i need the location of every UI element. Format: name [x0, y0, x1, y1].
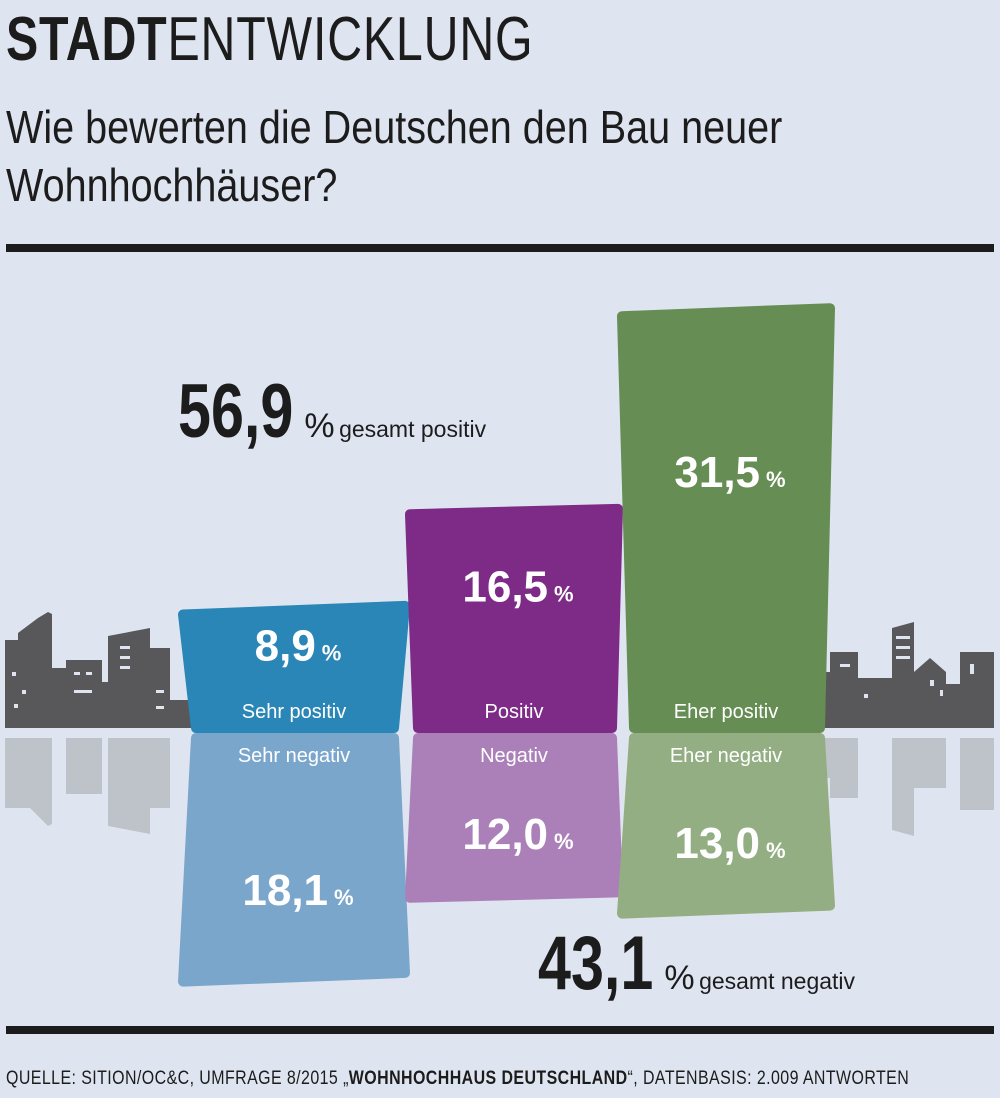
- skyline-left-icon: [5, 612, 205, 728]
- total-negative-unit: %: [664, 959, 695, 997]
- skyline-left-windows: [12, 646, 164, 709]
- bottom-rule: [6, 1026, 994, 1034]
- total-negative-value: 43,1: [538, 921, 654, 1006]
- bar-value-3-positive: 31,5%: [674, 448, 785, 497]
- bar-positiv: [405, 503, 623, 733]
- total-negative: 43,1 % gesamt negativ: [538, 920, 855, 1007]
- bar-value-3-negative: 13,0%: [674, 819, 785, 868]
- kicker-light: ENTWICKLUNG: [167, 5, 534, 74]
- bar-value-2-negative: 12,0%: [462, 810, 573, 859]
- bar-negativ: [405, 733, 623, 903]
- bar-label-3-negative: Eher negativ: [670, 745, 782, 767]
- kicker-bold: STADT: [6, 5, 168, 74]
- source-note: QUELLE: SITION/OC&C, UMFRAGE 8/2015 „WOH…: [6, 1068, 909, 1090]
- bar-sehr-positiv: [178, 600, 410, 733]
- kicker: STADTENTWICKLUNG: [6, 2, 533, 78]
- total-positive-value: 56,9: [178, 369, 294, 454]
- bar-label-2-positive: Positiv: [485, 701, 544, 723]
- total-negative-label: gesamt negativ: [699, 968, 856, 994]
- bar-value-2-positive: 16,5%: [462, 563, 573, 612]
- top-rule: [6, 244, 994, 252]
- bar-sehr-negativ: [178, 733, 410, 987]
- skyline-right-windows: [840, 636, 974, 698]
- bar-eher-positiv: [617, 303, 835, 733]
- bar-label-3-positive: Eher positiv: [674, 701, 779, 723]
- page-title: Wie bewerten die Deutschen den Bau neuer…: [6, 101, 783, 211]
- bar-label-2-negative: Negativ: [480, 745, 548, 767]
- total-positive-unit: %: [304, 407, 335, 445]
- source-suffix: “, DATENBASIS: 2.009 ANTWORTEN: [627, 1068, 910, 1089]
- bars: Sehr positiv 8,9 % Sehr negativ 18,1 % Positiv…: [178, 303, 835, 987]
- bar-label-1-negative: Sehr negativ: [238, 745, 350, 767]
- total-positive: 56,9 % gesamt positiv: [178, 368, 486, 455]
- bar-value-1-positive: 8,9%: [255, 622, 342, 671]
- bar-eher-negativ: [617, 733, 835, 919]
- total-positive-label: gesamt positiv: [339, 416, 487, 442]
- source-prefix: QUELLE: SITION/OC&C, UMFRAGE 8/2015 „: [6, 1068, 349, 1089]
- skyline-reflection: [5, 738, 994, 836]
- bar-value-1-negative: 18,1%: [242, 866, 353, 915]
- bar-label-1-positive: Sehr positiv: [242, 701, 347, 723]
- source-survey: WOHNHOCHHAUS DEUTSCHLAND: [348, 1068, 628, 1089]
